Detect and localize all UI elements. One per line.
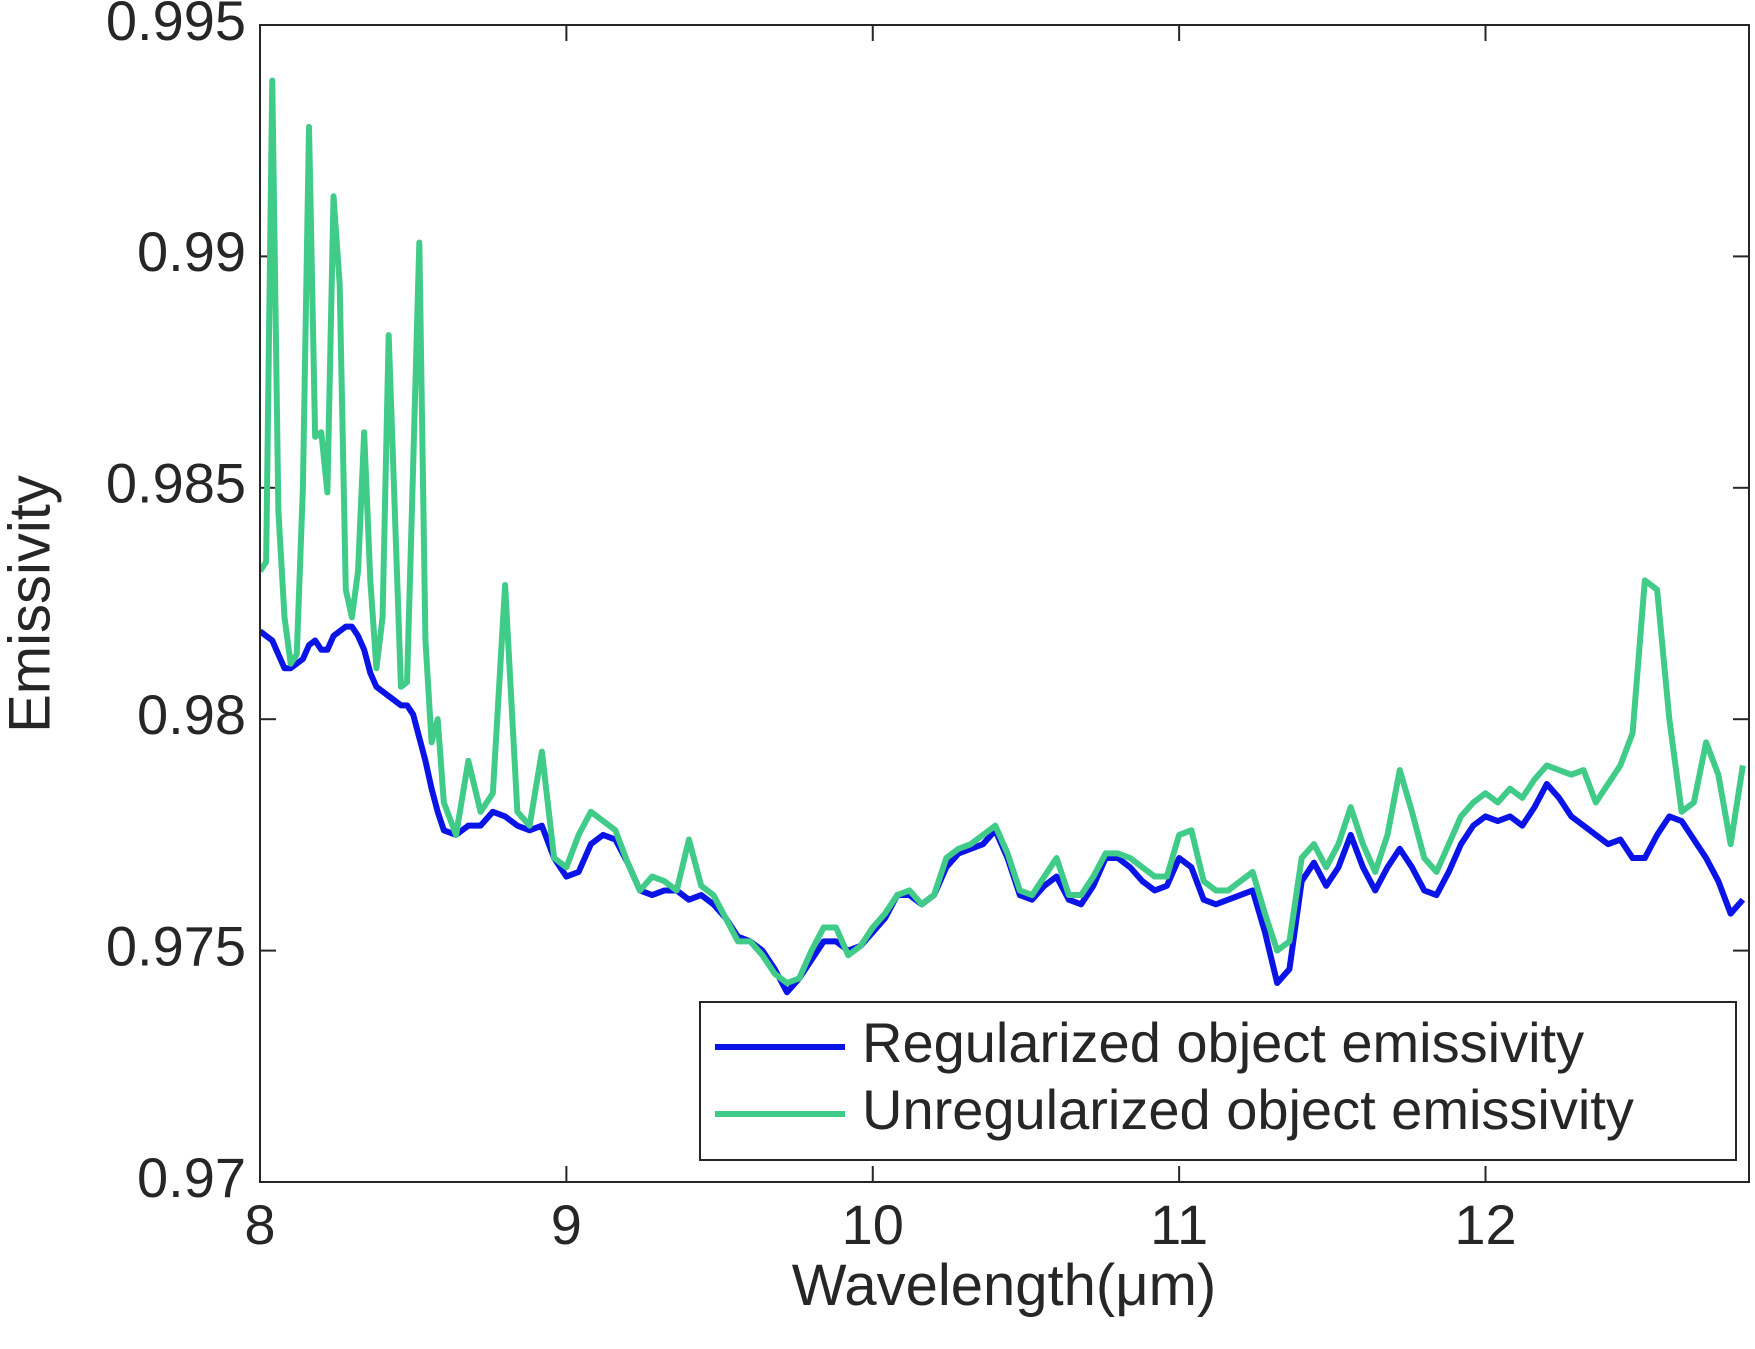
series-line [260,77,1746,986]
legend-label: Regularized object emissivity [862,1011,1584,1074]
x-tick-label: 11 [1150,1193,1208,1256]
x-tick-label: 8 [244,1193,275,1256]
y-tick-label: 0.985 [106,452,246,515]
y-axis-label: Emissivity [0,475,62,733]
y-tick-label: 0.99 [137,220,246,283]
legend-label: Unregularized object emissivity [862,1078,1634,1141]
y-tick-label: 0.97 [137,1146,246,1209]
y-tick-label: 0.975 [106,914,246,977]
y-tick-label: 0.995 [106,0,246,52]
x-tick-label: 12 [1454,1193,1516,1256]
x-tick-label: 9 [551,1193,582,1256]
axes-box [259,24,1750,1183]
x-tick-label: 10 [842,1193,904,1256]
legend-box [699,1001,1737,1161]
y-tick-label: 0.98 [137,683,246,746]
series-line [260,623,1746,996]
x-axis-label: Wavelength(μm) [792,1253,1217,1318]
